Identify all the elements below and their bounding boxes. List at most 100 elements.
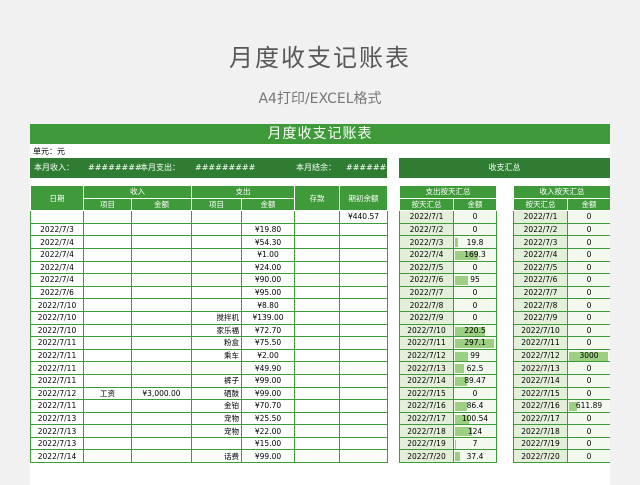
income_daily-date-cell[interactable]: 2022/7/16 — [513, 399, 568, 413]
income_daily-amount-cell[interactable]: 0 — [567, 323, 610, 338]
ledger-expense-amount-cell[interactable]: ¥70.70 — [241, 399, 295, 413]
ledger-balance-cell[interactable] — [339, 399, 388, 413]
expense_daily-date-cell[interactable]: 2022/7/6 — [399, 273, 454, 287]
ledger-deposit-cell[interactable] — [294, 222, 340, 237]
ledger-deposit-cell[interactable] — [294, 399, 340, 413]
income_daily-date-cell[interactable]: 2022/7/13 — [513, 361, 568, 375]
income_daily-date-cell[interactable]: 2022/7/17 — [513, 411, 568, 426]
income_daily-amount-cell[interactable]: 0 — [567, 424, 610, 438]
ledger-balance-cell[interactable] — [339, 298, 388, 312]
ledger-date-cell[interactable]: 2022/7/11 — [30, 348, 84, 363]
income-value[interactable]: ######## — [88, 163, 142, 172]
expense_daily-amount-cell[interactable]: 0 — [453, 222, 497, 237]
expense_daily-amount-cell[interactable]: 124 — [453, 424, 497, 438]
ledger-income-item-cell[interactable] — [83, 273, 132, 287]
balance-value[interactable]: ######## — [346, 163, 400, 172]
expense_daily-amount-cell[interactable]: 86.4 — [453, 399, 497, 413]
ledger-balance-cell[interactable] — [339, 247, 388, 262]
ledger-expense-item-cell[interactable] — [191, 298, 242, 312]
ledger-expense-item-cell[interactable]: 家乐福 — [191, 323, 242, 338]
ledger-expense-item-cell[interactable] — [191, 361, 242, 375]
ledger-balance-cell[interactable] — [339, 323, 388, 338]
ledger-deposit-cell[interactable] — [294, 361, 340, 375]
ledger-income-amount-cell[interactable] — [131, 336, 192, 350]
ledger-expense-item-cell[interactable]: 宠物 — [191, 424, 242, 438]
ledger-balance-cell[interactable] — [339, 361, 388, 375]
ledger-deposit-cell[interactable] — [294, 373, 340, 388]
ledger-deposit-cell[interactable] — [294, 348, 340, 363]
income_daily-date-cell[interactable]: 2022/7/8 — [513, 298, 568, 312]
ledger-income-amount-cell[interactable] — [131, 449, 192, 464]
ledger-expense-item-cell[interactable]: 宠物 — [191, 411, 242, 426]
expense_daily-amount-cell[interactable]: 7 — [453, 436, 497, 451]
ledger-income-amount-cell[interactable] — [131, 424, 192, 438]
expense_daily-amount-cell[interactable]: 37.4 — [453, 449, 497, 464]
ledger-expense-amount-cell[interactable]: ¥95.00 — [241, 285, 295, 300]
ledger-income-amount-cell[interactable] — [131, 373, 192, 388]
expense_daily-amount-cell[interactable]: 99 — [453, 348, 497, 363]
ledger-expense-item-cell[interactable] — [191, 285, 242, 300]
ledger-income-amount-cell[interactable] — [131, 436, 192, 451]
expense_daily-date-cell[interactable]: 2022/7/16 — [399, 399, 454, 413]
ledger-income-amount-cell[interactable] — [131, 273, 192, 287]
ledger-balance-cell[interactable] — [339, 449, 388, 464]
income_daily-amount-cell[interactable]: 3000 — [567, 348, 610, 363]
ledger-balance-cell[interactable] — [339, 436, 388, 451]
ledger-expense-item-cell[interactable] — [191, 436, 242, 451]
ledger-date-cell[interactable]: 2022/7/13 — [30, 411, 84, 426]
income_daily-amount-cell[interactable]: 0 — [567, 436, 610, 451]
expense_daily-amount-cell[interactable]: 0 — [453, 298, 497, 312]
ledger-date-cell[interactable]: 2022/7/13 — [30, 424, 84, 438]
ledger-income-item-cell[interactable] — [83, 348, 132, 363]
ledger-balance-cell[interactable] — [339, 411, 388, 426]
income_daily-date-cell[interactable]: 2022/7/6 — [513, 273, 568, 287]
ledger-date-cell[interactable]: 2022/7/10 — [30, 323, 84, 338]
ledger-income-item-cell[interactable] — [83, 235, 132, 249]
income_daily-date-cell[interactable]: 2022/7/3 — [513, 235, 568, 249]
expense_daily-amount-cell[interactable]: 0 — [453, 260, 497, 275]
cell[interactable] — [83, 210, 132, 224]
ledger-deposit-cell[interactable] — [294, 449, 340, 464]
ledger-balance-cell[interactable] — [339, 285, 388, 300]
income_daily-date-cell[interactable]: 2022/7/19 — [513, 436, 568, 451]
ledger-balance-cell[interactable] — [339, 260, 388, 275]
expense_daily-date-cell[interactable]: 2022/7/8 — [399, 298, 454, 312]
ledger-date-cell[interactable]: 2022/7/4 — [30, 235, 84, 249]
ledger-date-cell[interactable]: 2022/7/11 — [30, 336, 84, 350]
ledger-balance-cell[interactable] — [339, 386, 388, 401]
ledger-balance-cell[interactable] — [339, 373, 388, 388]
ledger-expense-amount-cell[interactable]: ¥54.30 — [241, 235, 295, 249]
ledger-expense-amount-cell[interactable]: ¥90.00 — [241, 273, 295, 287]
expense_daily-date-cell[interactable]: 2022/7/9 — [399, 310, 454, 325]
expense_daily-amount-cell[interactable]: 169.3 — [453, 247, 497, 262]
ledger-income-item-cell[interactable] — [83, 436, 132, 451]
expense_daily-date-cell[interactable]: 2022/7/20 — [399, 449, 454, 464]
ledger-income-amount-cell[interactable] — [131, 323, 192, 338]
ledger-balance-cell[interactable] — [339, 222, 388, 237]
ledger-expense-item-cell[interactable] — [191, 260, 242, 275]
ledger-date-cell[interactable]: 2022/7/13 — [30, 436, 84, 451]
ledger-expense-amount-cell[interactable]: ¥8.80 — [241, 298, 295, 312]
ledger-balance-cell[interactable] — [339, 235, 388, 249]
ledger-expense-amount-cell[interactable]: ¥24.00 — [241, 260, 295, 275]
expense_daily-amount-cell[interactable]: 0 — [453, 310, 497, 325]
ledger-income-amount-cell[interactable] — [131, 285, 192, 300]
expense_daily-amount-cell[interactable]: 100.54 — [453, 411, 497, 426]
income_daily-amount-cell[interactable]: 0 — [567, 210, 610, 224]
ledger-income-amount-cell[interactable] — [131, 247, 192, 262]
income_daily-amount-cell[interactable]: 0 — [567, 273, 610, 287]
ledger-expense-amount-cell[interactable]: ¥72.70 — [241, 323, 295, 338]
income_daily-amount-cell[interactable]: 611.89 — [567, 399, 610, 413]
ledger-income-amount-cell[interactable] — [131, 399, 192, 413]
ledger-deposit-cell[interactable] — [294, 260, 340, 275]
ledger-expense-item-cell[interactable] — [191, 247, 242, 262]
ledger-expense-amount-cell[interactable]: ¥2.00 — [241, 348, 295, 363]
ledger-deposit-cell[interactable] — [294, 285, 340, 300]
income_daily-amount-cell[interactable]: 0 — [567, 260, 610, 275]
income_daily-amount-cell[interactable]: 0 — [567, 310, 610, 325]
ledger-expense-item-cell[interactable]: 裤子 — [191, 373, 242, 388]
expense_daily-date-cell[interactable]: 2022/7/11 — [399, 336, 454, 350]
expense_daily-date-cell[interactable]: 2022/7/18 — [399, 424, 454, 438]
income_daily-amount-cell[interactable]: 0 — [567, 298, 610, 312]
expense_daily-amount-cell[interactable]: 297.1 — [453, 336, 497, 350]
